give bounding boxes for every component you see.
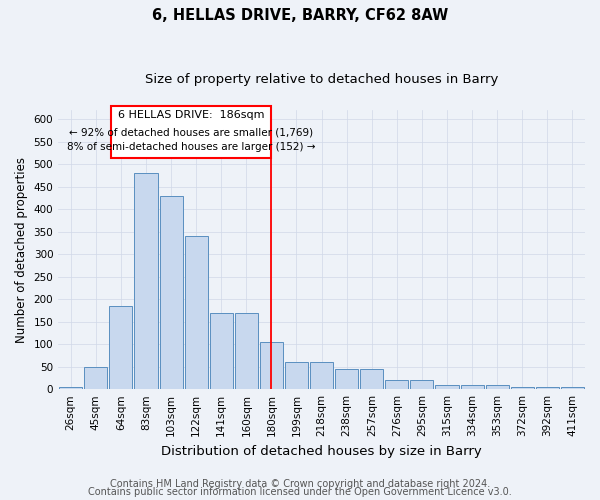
Bar — [385, 380, 409, 389]
Bar — [285, 362, 308, 389]
Bar — [134, 174, 158, 389]
FancyBboxPatch shape — [111, 106, 271, 158]
Bar — [536, 387, 559, 389]
Bar — [109, 306, 133, 389]
Bar — [561, 387, 584, 389]
Text: 6 HELLAS DRIVE:  186sqm: 6 HELLAS DRIVE: 186sqm — [118, 110, 265, 120]
Bar — [235, 312, 258, 389]
Bar — [436, 384, 458, 389]
Bar — [260, 342, 283, 389]
Bar — [84, 366, 107, 389]
Text: 6, HELLAS DRIVE, BARRY, CF62 8AW: 6, HELLAS DRIVE, BARRY, CF62 8AW — [152, 8, 448, 22]
Bar — [511, 387, 534, 389]
Bar — [461, 384, 484, 389]
Bar — [360, 369, 383, 389]
Text: Contains public sector information licensed under the Open Government Licence v3: Contains public sector information licen… — [88, 487, 512, 497]
Bar — [335, 369, 358, 389]
Text: ← 92% of detached houses are smaller (1,769): ← 92% of detached houses are smaller (1,… — [69, 128, 313, 138]
Bar — [410, 380, 433, 389]
Bar — [59, 387, 82, 389]
Bar — [160, 196, 182, 389]
Bar — [185, 236, 208, 389]
Bar — [209, 312, 233, 389]
Text: 8% of semi-detached houses are larger (152) →: 8% of semi-detached houses are larger (1… — [67, 142, 316, 152]
Bar — [310, 362, 333, 389]
X-axis label: Distribution of detached houses by size in Barry: Distribution of detached houses by size … — [161, 444, 482, 458]
Y-axis label: Number of detached properties: Number of detached properties — [15, 156, 28, 342]
Text: Contains HM Land Registry data © Crown copyright and database right 2024.: Contains HM Land Registry data © Crown c… — [110, 479, 490, 489]
Title: Size of property relative to detached houses in Barry: Size of property relative to detached ho… — [145, 72, 498, 86]
Bar — [485, 384, 509, 389]
